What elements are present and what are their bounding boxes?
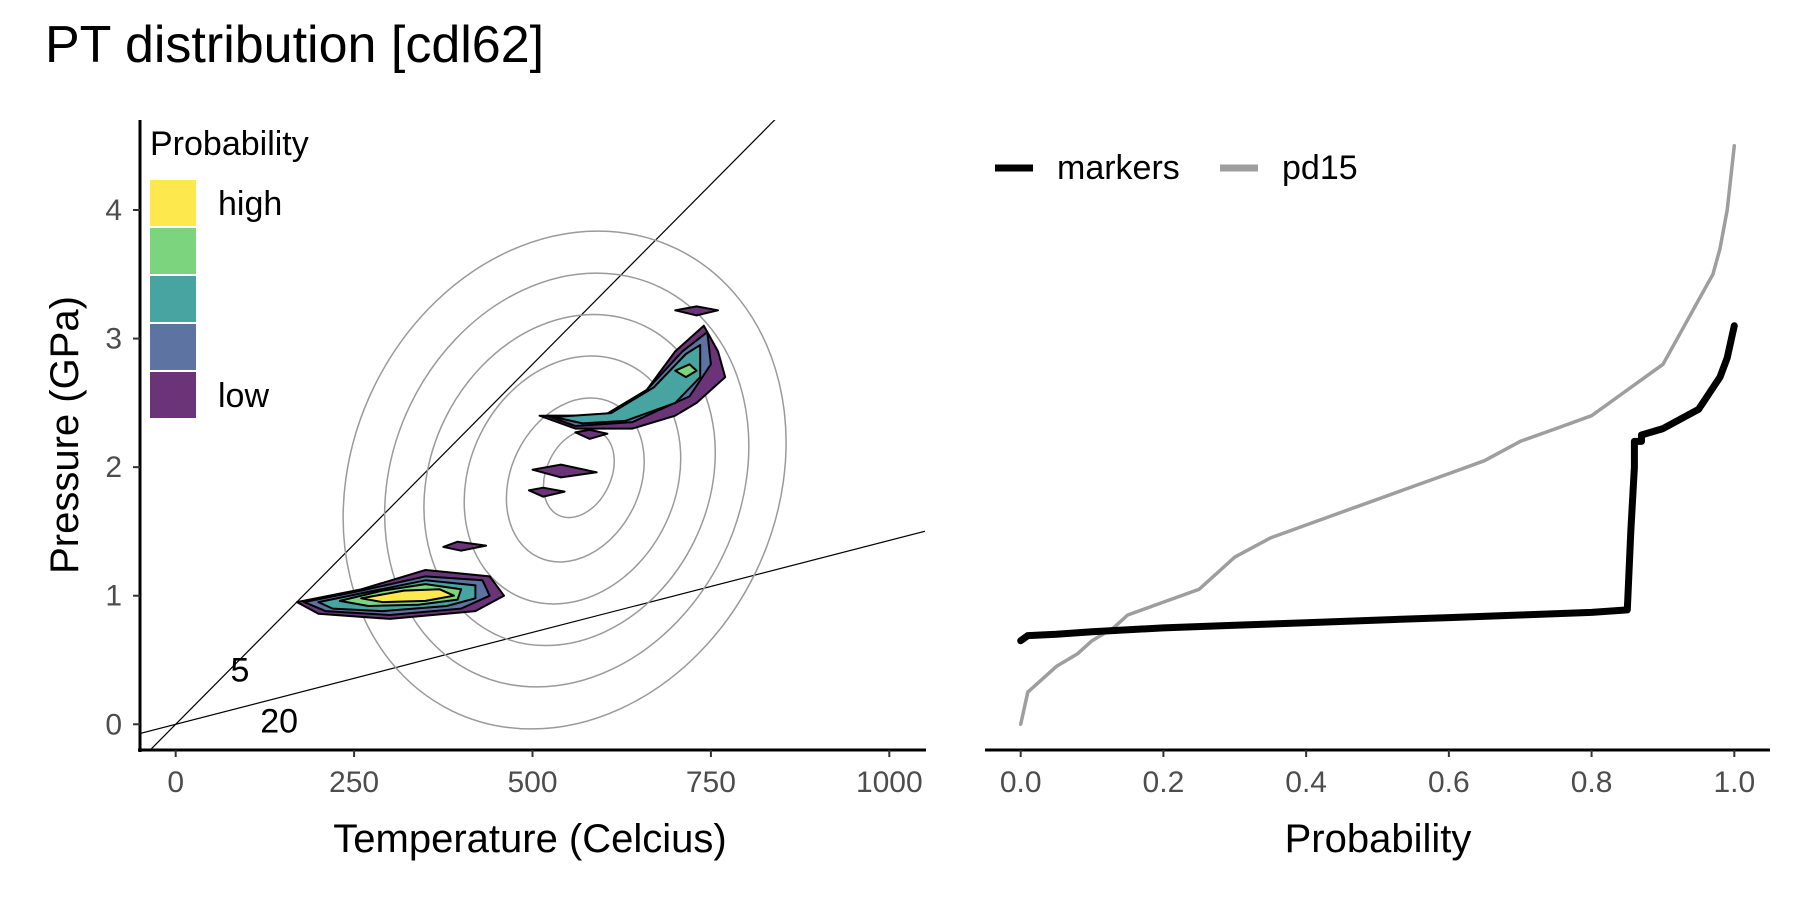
geotherm-label: 5 <box>230 651 249 689</box>
right-plot-area <box>1017 143 1738 727</box>
legend-level-label: high <box>218 185 282 223</box>
legend-label-pd15: pd15 <box>1282 149 1358 187</box>
x-tick-label: 0.6 <box>1428 766 1470 799</box>
right-x-ticks: 0.0 0.2 0.4 0.6 0.8 1.0 <box>1000 750 1755 799</box>
series-line-markers <box>1017 322 1738 645</box>
series-line-pd15 <box>1018 143 1737 727</box>
legend-swatch <box>150 324 196 370</box>
plot-title: PT distribution [cdl62] <box>45 16 544 74</box>
density-contour <box>442 540 488 552</box>
x-tick-label: 0 <box>167 766 184 799</box>
legend-swatch <box>150 228 196 274</box>
left-y-axis-title: Pressure (GPa) <box>43 296 87 574</box>
x-tick-label: 250 <box>329 766 379 799</box>
x-tick-label: 0.8 <box>1571 766 1613 799</box>
y-tick-label: 4 <box>105 194 122 227</box>
background-contour <box>383 272 750 688</box>
series-legend: markers pd15 <box>995 149 1358 187</box>
geotherm-line <box>140 530 925 735</box>
background-contour <box>342 230 787 730</box>
x-tick-label: 1000 <box>856 766 923 799</box>
probability-panel: 0.0 0.2 0.4 0.6 0.8 1.0 Probability markers pd… <box>985 143 1770 861</box>
y-tick-label: 3 <box>105 323 122 356</box>
legend-level-label: low <box>218 377 269 415</box>
x-tick-label: 500 <box>507 766 557 799</box>
geotherm-lines <box>140 120 925 750</box>
density-contour <box>527 486 566 498</box>
y-tick-label: 2 <box>105 451 122 484</box>
density-contour <box>674 305 719 317</box>
x-tick-label: 1.0 <box>1713 766 1755 799</box>
density-contour <box>531 463 598 479</box>
left-y-ticks: 0 1 2 3 4 <box>105 194 140 741</box>
density-contour <box>674 363 698 379</box>
x-tick-label: 0.4 <box>1285 766 1327 799</box>
legend-swatch <box>150 276 196 322</box>
y-tick-label: 1 <box>105 580 122 613</box>
background-contour <box>463 355 682 605</box>
background-contour <box>423 313 717 647</box>
left-x-axis-title: Temperature (Celcius) <box>333 817 726 861</box>
density-contours <box>296 305 727 620</box>
legend-swatch <box>150 372 196 418</box>
left-plot-area <box>140 120 925 750</box>
geotherm-label: 20 <box>260 703 298 741</box>
pt-contour-panel: 5 20 0 250 500 750 1000 0 1 2 3 4 Temperature (Ce… <box>43 120 926 861</box>
left-x-ticks: 0 250 500 750 1000 <box>167 750 923 799</box>
geotherm-labels: 5 20 <box>230 651 298 740</box>
x-tick-label: 0.2 <box>1143 766 1185 799</box>
background-contour <box>505 397 645 563</box>
x-tick-label: 0.0 <box>1000 766 1042 799</box>
probability-legend: Probability high low <box>150 125 309 418</box>
probability-legend-title: Probability <box>150 125 309 163</box>
background-contours <box>342 230 787 730</box>
density-contour <box>574 428 609 440</box>
legend-label-markers: markers <box>1057 149 1180 187</box>
right-x-axis-title: Probability <box>1285 817 1472 861</box>
density-contour <box>360 588 455 604</box>
density-contour <box>552 344 702 425</box>
y-tick-label: 0 <box>105 708 122 741</box>
legend-swatch <box>150 180 196 226</box>
geotherm-line <box>149 120 776 750</box>
x-tick-label: 750 <box>686 766 736 799</box>
